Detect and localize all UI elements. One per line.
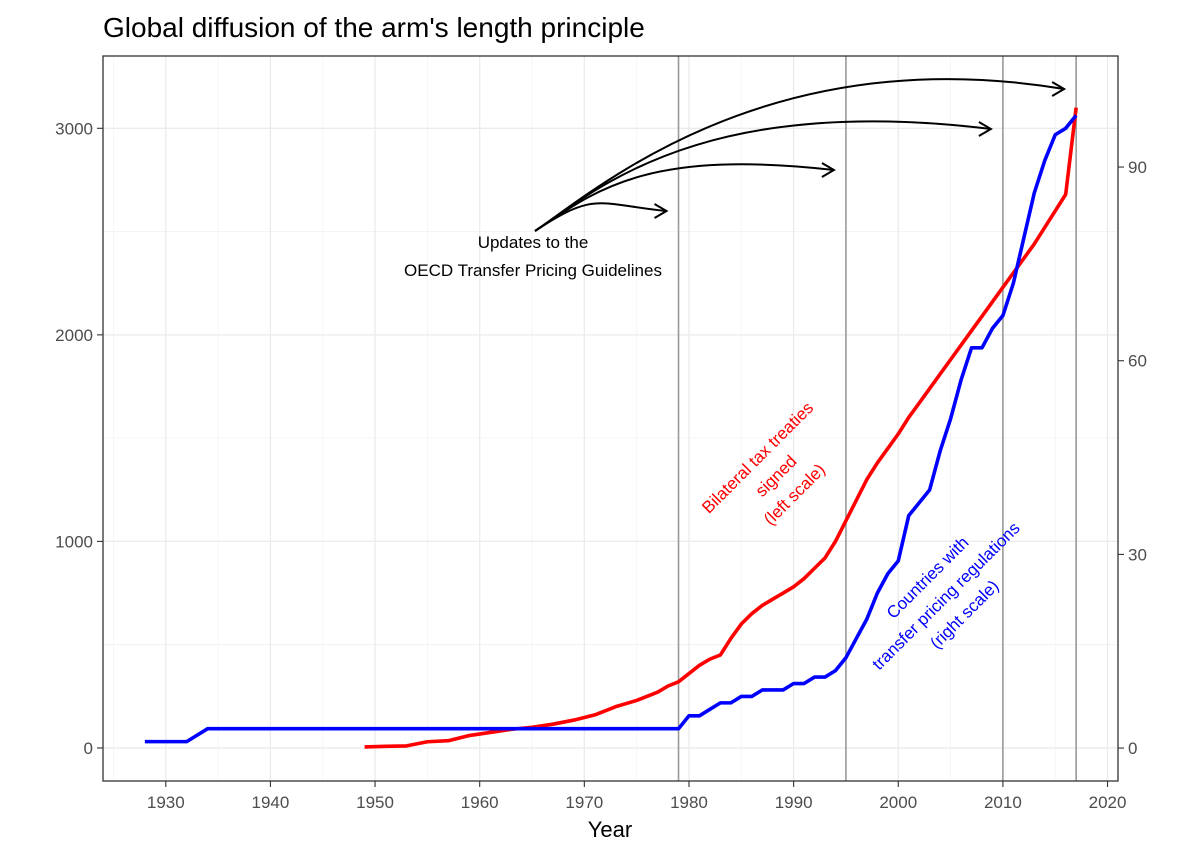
guideline-update-arrows (534, 78, 1067, 232)
updates-annotation-line1: Updates to the (478, 233, 589, 252)
y-left-tick-label: 0 (84, 739, 93, 758)
x-axis-title: Year (588, 817, 632, 842)
x-tick-label: 2020 (1089, 793, 1127, 812)
y-left-tick-label: 3000 (55, 119, 93, 138)
x-tick-label: 1930 (147, 793, 185, 812)
y-right-tick-label: 30 (1128, 545, 1147, 564)
y-right-tick-label: 60 (1128, 352, 1147, 371)
y-left-axis: 0 1000 2000 3000 (55, 119, 103, 758)
x-tick-label: 2010 (984, 793, 1022, 812)
x-tick-label: 1990 (775, 793, 813, 812)
x-tick-label: 1960 (461, 793, 499, 812)
y-left-tick-label: 2000 (55, 326, 93, 345)
major-gridlines (103, 56, 1118, 781)
update-arrow-2017 (534, 78, 1065, 232)
plot-panel-border (102, 55, 1119, 782)
treaties-annotation: Bilateral tax treaties signed (left scal… (698, 398, 829, 529)
treaties-line (364, 107, 1078, 749)
y-right-tick-label: 90 (1128, 158, 1147, 177)
y-right-tick-label: 0 (1128, 739, 1137, 758)
update-arrow-2010 (534, 120, 992, 232)
update-arrowhead-1979 (654, 203, 669, 219)
x-tick-label: 1940 (252, 793, 290, 812)
update-arrow-1995 (534, 163, 835, 232)
x-tick-label: 2000 (879, 793, 917, 812)
update-arrowhead-1995 (821, 162, 836, 178)
regulations-annotation: Countries with transfer pricing regulati… (869, 519, 1024, 674)
minor-gridlines (103, 56, 1118, 781)
regulations-line (144, 114, 1078, 744)
x-tick-label: 1950 (356, 793, 394, 812)
y-left-tick-label: 1000 (55, 532, 93, 551)
x-tick-label: 1980 (670, 793, 708, 812)
x-axis: 1930 1940 1950 1960 1970 1980 1990 2000 2010 2020 (147, 781, 1127, 812)
chart-title: Global diffusion of the arm's length pri… (103, 12, 645, 43)
update-arrowhead-2017 (1051, 81, 1067, 97)
data-series (144, 107, 1078, 749)
x-tick-label: 1970 (565, 793, 603, 812)
updates-annotation-line2: OECD Transfer Pricing Guidelines (404, 261, 662, 280)
y-right-axis: 0 30 60 90 (1118, 158, 1147, 758)
update-arrowhead-2010 (978, 121, 993, 137)
reference-vertical-lines (677, 56, 1077, 781)
